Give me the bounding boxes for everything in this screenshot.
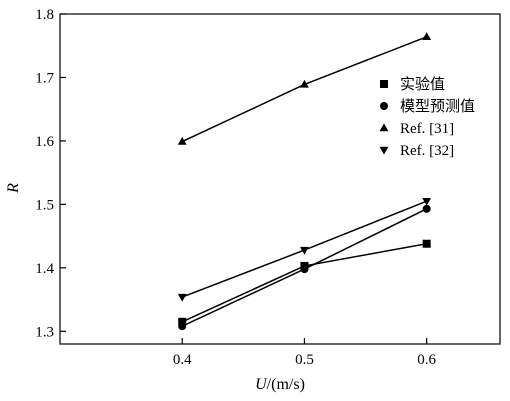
x-axis: 0.4 0.5 0.6: [173, 338, 437, 368]
data-point: [178, 317, 187, 326]
legend-label: 实验值: [400, 76, 445, 93]
series-2: [178, 204, 431, 331]
y-axis-title: R: [5, 183, 22, 194]
data-point: [300, 79, 309, 88]
y-axis: 1.3 1.4 1.5 1.6 1.7 1.8: [35, 7, 66, 340]
data-point: [300, 265, 309, 274]
data-point: [177, 293, 187, 302]
series-4: [177, 198, 432, 302]
data-point: [422, 198, 432, 206]
x-tick-label: 0.5: [295, 352, 314, 368]
y-tick-label: 1.8: [35, 7, 54, 23]
data-point: [178, 322, 187, 331]
series-line: [181, 36, 427, 143]
plot-frame: [59, 13, 501, 345]
data-point: [422, 239, 431, 248]
y-tick-label: 1.7: [35, 70, 54, 86]
series-layer: [177, 32, 432, 331]
data-point: [422, 32, 432, 41]
x-axis-variable: U: [255, 376, 268, 393]
legend-marker: [379, 146, 389, 155]
x-tick-label: 0.4: [173, 352, 192, 368]
x-tick-label: 0.6: [417, 352, 436, 368]
data-point: [422, 204, 431, 213]
y-tick-label: 1.4: [35, 261, 54, 277]
data-point: [300, 246, 309, 255]
y-tick-label: 1.3: [35, 324, 54, 340]
y-tick-label: 1.6: [35, 134, 54, 150]
legend-marker: [380, 102, 388, 110]
series-3: [177, 32, 432, 145]
data-point: [177, 136, 187, 145]
legend-label: Ref. [32]: [400, 143, 454, 159]
y-tick-label: 1.5: [35, 197, 54, 213]
legend-label: 模型预测值: [400, 98, 475, 115]
legend-label: Ref. [31]: [400, 121, 454, 137]
legend-marker: [379, 123, 389, 132]
x-axis-unit: /(m/s): [267, 376, 305, 393]
x-axis-title: U/(m/s): [255, 376, 305, 393]
legend-marker: [380, 80, 388, 88]
